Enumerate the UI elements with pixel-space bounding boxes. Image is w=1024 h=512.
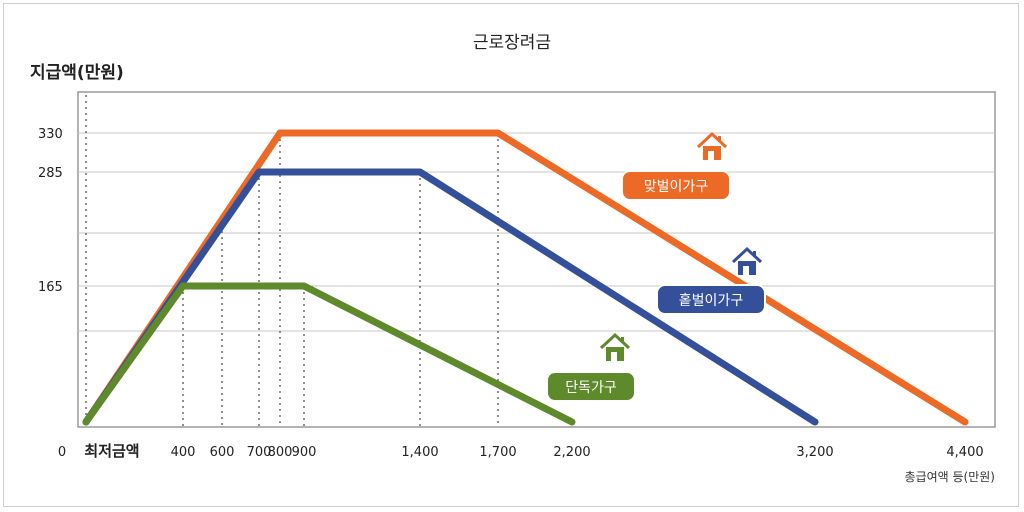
outer-frame: [3, 3, 1019, 507]
y-tick-label: 330: [38, 127, 63, 142]
legend-label-1: 홑벌이가구: [656, 246, 766, 315]
x-tick-label: 800: [268, 445, 293, 460]
legend-label-0: 맞벌이가구: [621, 131, 731, 201]
x-tick-label: 900: [292, 445, 317, 460]
chart-title: 근로장려금: [473, 33, 551, 53]
x-tick-label: 400: [171, 445, 196, 460]
legend-text: 홑벌이가구: [679, 293, 744, 309]
y-axis-label: 지급액(만원): [30, 63, 124, 83]
x-tick-label: 1,400: [401, 445, 438, 460]
house-icon: [599, 332, 631, 361]
legend-text: 맞벌이가구: [644, 179, 709, 195]
legend-text: 단독가구: [565, 380, 617, 396]
house-icon: [731, 246, 763, 275]
plot-area: [77, 91, 996, 428]
x-tick-label: 700: [247, 445, 272, 460]
legend-label-2: 단독가구: [546, 332, 636, 402]
x-tick-label: 최저금액: [84, 442, 139, 460]
x-axis-label: 총급여액 등(만원): [905, 470, 995, 484]
x-tick-label: 3,200: [796, 445, 833, 460]
x-tick-label: 2,200: [553, 445, 590, 460]
x-tick-label: 600: [210, 445, 235, 460]
series-line-2: [82, 282, 576, 426]
x-tick-label: 0: [58, 445, 66, 460]
x-tick-label: 1,700: [479, 445, 516, 460]
house-icon: [696, 131, 728, 160]
y-tick-label: 285: [38, 166, 63, 181]
x-tick-label: 4,400: [946, 445, 983, 460]
series-line-0: [82, 129, 969, 426]
y-tick-label: 165: [38, 280, 63, 295]
